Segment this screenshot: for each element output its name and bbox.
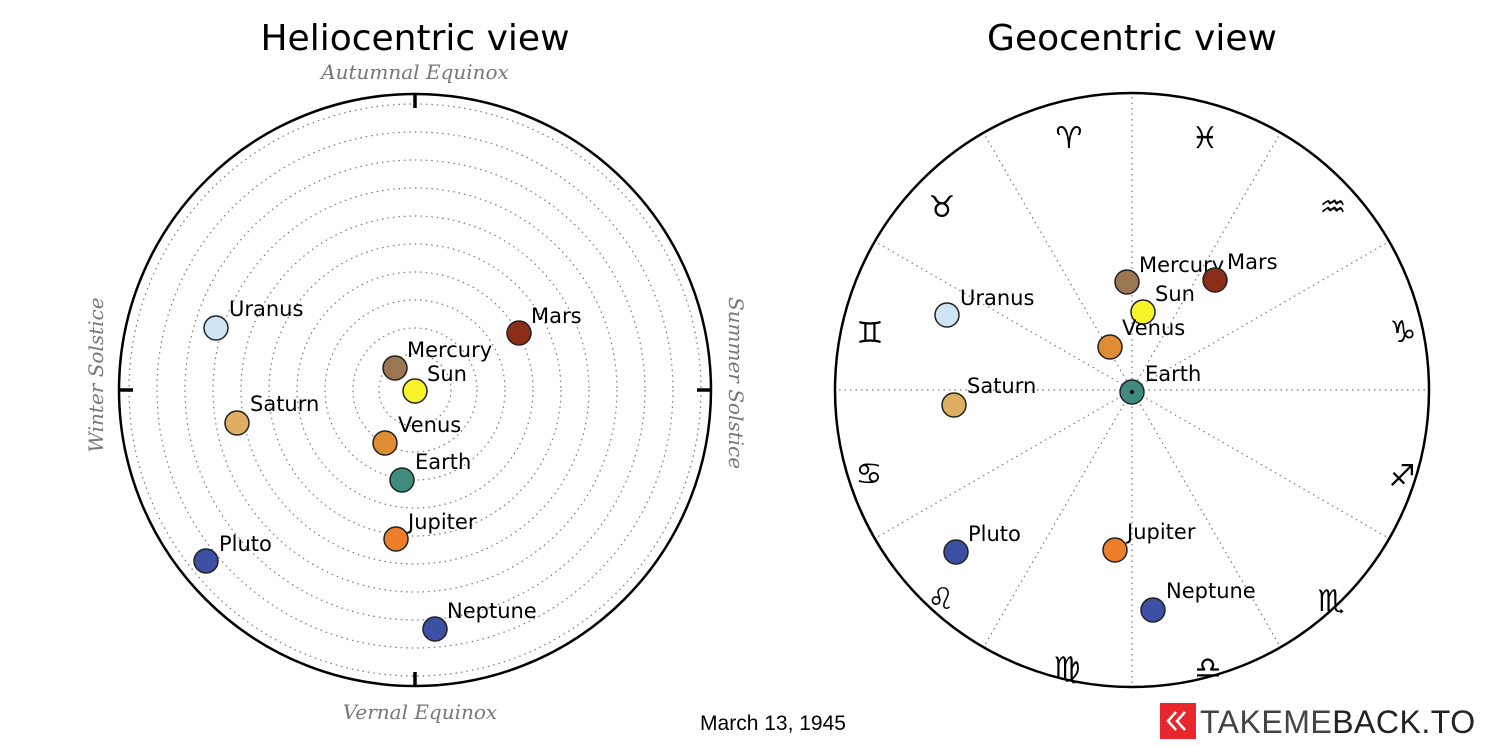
- helio-planet-sun: [402, 378, 428, 404]
- geo-label-saturn: Saturn: [967, 374, 1036, 398]
- helio-planet-venus: [372, 430, 398, 456]
- orbit-ring: [268, 243, 562, 537]
- orbit-ring: [184, 159, 646, 621]
- brand-text-right: BACK.TO: [1332, 704, 1475, 740]
- zodiac-aries-icon: ♈: [1056, 121, 1083, 156]
- helio-label-earth: Earth: [415, 450, 471, 474]
- geo-planet-venus: [1097, 334, 1123, 360]
- brand-text: TAKEMEBACK.TO: [1200, 704, 1476, 740]
- brand-logo[interactable]: TAKEMEBACK.TO: [1160, 703, 1476, 740]
- geocentric-view: Geocentric view ♓♒♑♐♏♎♍♌♋♊♉♈ Mercury Mars…: [833, 18, 1431, 689]
- geocentric-title: Geocentric view: [987, 18, 1277, 59]
- geo-planet-neptune: [1140, 597, 1166, 623]
- geocentric-boundary: [833, 91, 1431, 689]
- helio-label-mercury: Mercury: [407, 338, 492, 362]
- zodiac-scorpio-icon: ♏: [1318, 584, 1345, 619]
- geo-planet-mars: [1202, 267, 1228, 293]
- label-vernal-equinox: Vernal Equinox: [343, 700, 497, 724]
- orbit-ring: [352, 327, 478, 453]
- cardinal-ticks: [119, 94, 711, 686]
- earth-center-dot: [1130, 390, 1134, 394]
- helio-planet-jupiter: [383, 526, 409, 552]
- orbit-ring: [324, 299, 506, 481]
- heliocentric-title: Heliocentric view: [260, 18, 569, 59]
- brand-text-left: TAKEME: [1200, 704, 1332, 740]
- geo-planet-saturn: [941, 392, 967, 418]
- zodiac-sagittarius-icon: ♐: [1389, 459, 1416, 494]
- zodiac-leo-icon: ♌: [928, 582, 955, 617]
- helio-planet-saturn: [224, 410, 250, 436]
- date-label: March 13, 1945: [700, 712, 846, 735]
- zodiac-divider: [874, 389, 1133, 540]
- zodiac-dividers: [835, 93, 1429, 687]
- geo-planet-sun: [1130, 299, 1156, 325]
- zodiac-capricorn-icon: ♑: [1390, 315, 1417, 350]
- zodiac-divider: [1131, 389, 1282, 648]
- helio-label-venus: Venus: [398, 413, 461, 437]
- geo-label-sun: Sun: [1155, 282, 1195, 306]
- helio-planet-mars: [506, 320, 532, 346]
- geo-label-mars: Mars: [1227, 250, 1278, 274]
- zodiac-divider: [1131, 240, 1390, 391]
- zodiac-signs: ♓ ♒ ♑ ♐ ♏ ♎ ♍ ♌ ♋ ♊ ♉ ♈: [856, 121, 1417, 686]
- geo-planet-uranus: [934, 302, 960, 328]
- zodiac-divider: [982, 389, 1133, 648]
- orbit-ring: [240, 215, 590, 565]
- zodiac-divider: [1131, 389, 1390, 540]
- helio-label-mars: Mars: [531, 304, 582, 328]
- helio-planet-earth: [389, 467, 415, 493]
- zodiac-aquarius-icon: ♒: [1320, 190, 1347, 225]
- label-winter-solstice: Winter Solstice: [84, 297, 108, 452]
- zodiac-taurus-icon: ♉: [929, 190, 956, 225]
- geo-label-uranus: Uranus: [960, 286, 1034, 310]
- zodiac-libra-icon: ♎: [1195, 651, 1222, 686]
- zodiac-cancer-icon: ♋: [856, 457, 883, 492]
- helio-planet-pluto: [193, 548, 219, 574]
- helio-label-uranus: Uranus: [229, 297, 303, 321]
- helio-label-sun: Sun: [427, 362, 467, 386]
- helio-planet-mercury: [382, 355, 408, 381]
- geo-planet-mercury: [1114, 269, 1140, 295]
- geo-label-jupiter: Jupiter: [1125, 520, 1196, 544]
- helio-label-saturn: Saturn: [250, 392, 319, 416]
- geo-label-neptune: Neptune: [1166, 579, 1256, 603]
- geo-label-venus: Venus: [1122, 316, 1185, 340]
- helio-planet-uranus: [203, 315, 229, 341]
- heliocentric-view: Heliocentric view Autumnal Equinox Verna…: [84, 18, 748, 724]
- helio-label-pluto: Pluto: [219, 532, 272, 556]
- zodiac-divider: [874, 240, 1133, 391]
- geo-label-pluto: Pluto: [968, 522, 1021, 546]
- orbit-ring: [296, 271, 534, 509]
- helio-planet-neptune: [422, 616, 448, 642]
- zodiac-pisces-icon: ♓: [1192, 121, 1219, 156]
- label-summer-solstice: Summer Solstice: [724, 297, 748, 469]
- geo-planet-jupiter: [1102, 537, 1128, 563]
- orbit-ring: [378, 353, 452, 427]
- zodiac-virgo-icon: ♍: [1054, 651, 1081, 686]
- zodiac-gemini-icon: ♊: [857, 316, 884, 351]
- zodiac-divider: [1131, 132, 1282, 391]
- helio-label-jupiter: Jupiter: [406, 510, 477, 534]
- geocentric-planets: Mercury MarsSunVenusEarthUranusSaturnPlut…: [934, 250, 1278, 623]
- helio-label-neptune: Neptune: [447, 599, 537, 623]
- orbit-ring: [156, 131, 674, 649]
- rewind-arrow-2: [1175, 711, 1186, 731]
- geo-planet-pluto: [943, 539, 969, 565]
- label-autumnal-equinox: Autumnal Equinox: [319, 60, 509, 84]
- geo-label-earth: Earth: [1145, 362, 1201, 386]
- rewind-arrow-1: [1166, 711, 1177, 731]
- orbit-ring: [212, 187, 618, 593]
